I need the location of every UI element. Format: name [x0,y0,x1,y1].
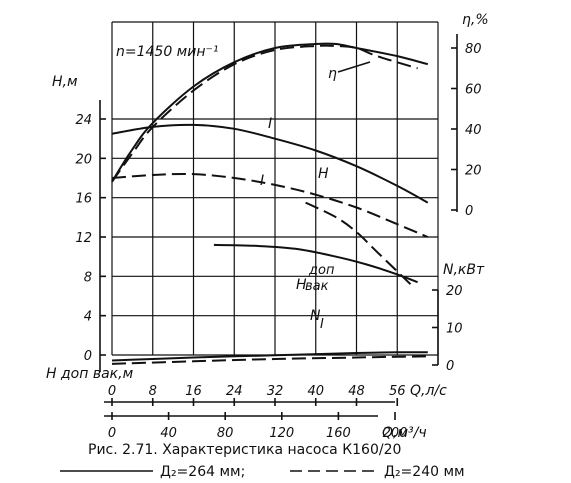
q-m3h-axis-tick-label: 200 [383,426,408,441]
h-axis-label: H,м [52,74,78,90]
eta-label-leader [337,61,371,73]
eta-axis-tick-label: 80 [465,42,482,57]
n-axis-tick-label: 10 [446,322,463,337]
eta-axis-tick-label: 0 [465,204,473,219]
q-ls-axis-tick-label: 8 [149,384,157,399]
q-ls-axis-tick-label: 24 [226,384,243,399]
plot-grid [111,21,439,356]
n-axis-label: N,кВт [443,262,485,278]
head-dashed-curve-mark: I [260,173,264,189]
q-ls-axis-tick-label: 32 [267,384,284,399]
q-ls-axis-tick-label: 0 [108,384,116,399]
eta-axis-tick-label: 40 [465,123,482,138]
power-curve-mark: I [320,317,324,332]
eta-curve-label: η [328,66,337,82]
power-curve-solid [111,351,428,362]
legend-solid-label: Д₂=264 мм; [160,464,245,480]
h-axis-tick-label: 16 [75,192,92,207]
q-m3h-axis-tick-label: 80 [217,426,234,441]
q-ls-axis-label: Q,л/с [410,383,447,399]
q-ls-axis-tick-label: 48 [348,384,365,399]
q-ls-axis-tick-label: 40 [307,384,324,399]
q-ls-axis-tick-label: 16 [185,384,202,399]
npsh-curve-label-sub: вак [305,279,329,294]
npsh-curve-dashed [305,201,414,287]
q-m3h-axis-tick-label: 0 [108,426,116,441]
eta-axis-tick-label: 20 [465,164,482,179]
head-curve-mark: I [268,116,272,132]
npsh-curve-solid [213,243,418,284]
npsh-curve-label: H [296,277,307,293]
plot-curves [111,42,429,365]
figure-caption-title: Рис. 2.71. Характеристика насоса К160/20 [88,442,401,458]
power-curve-label: N [310,308,321,324]
q-m3h-axis-tick-label: 40 [160,426,177,441]
q-m3h-axis-tick-label: 120 [269,426,294,441]
speed-label: n=1450 мин⁻¹ [116,44,219,60]
q-m3h-axis-label: Q,м³/ч [382,425,427,441]
npsh-curve-label-sup: доп [308,263,335,278]
h-axis-tick-label: 24 [75,113,92,128]
head-curve-label: H [318,166,329,182]
legend-dashed-label: Д₂=240 мм [384,464,465,480]
eta-axis-tick-label: 60 [465,83,482,98]
q-ls-axis-tick-label: 56 [389,384,406,399]
n-axis-tick-label: 0 [446,359,454,374]
hvak-axis-label: H доп вак,м [46,366,134,382]
h-axis-tick-label: 4 [84,310,92,325]
q-m3h-axis-tick-label: 160 [326,426,351,441]
h-axis-tick-label: 8 [84,270,92,285]
head-curve-solid [111,123,429,204]
h-axis-tick-label: 12 [75,231,92,246]
eta-curve-dashed [111,44,418,183]
eta-curve-solid [111,42,429,183]
h-axis-tick-label: 20 [75,152,92,167]
h-axis-tick-label: 0 [84,349,92,364]
eta-axis-label: η,% [462,12,489,28]
head-curve-dashed [111,172,429,238]
n-axis-tick-label: 20 [446,284,463,299]
power-curve-dashed [111,355,428,365]
